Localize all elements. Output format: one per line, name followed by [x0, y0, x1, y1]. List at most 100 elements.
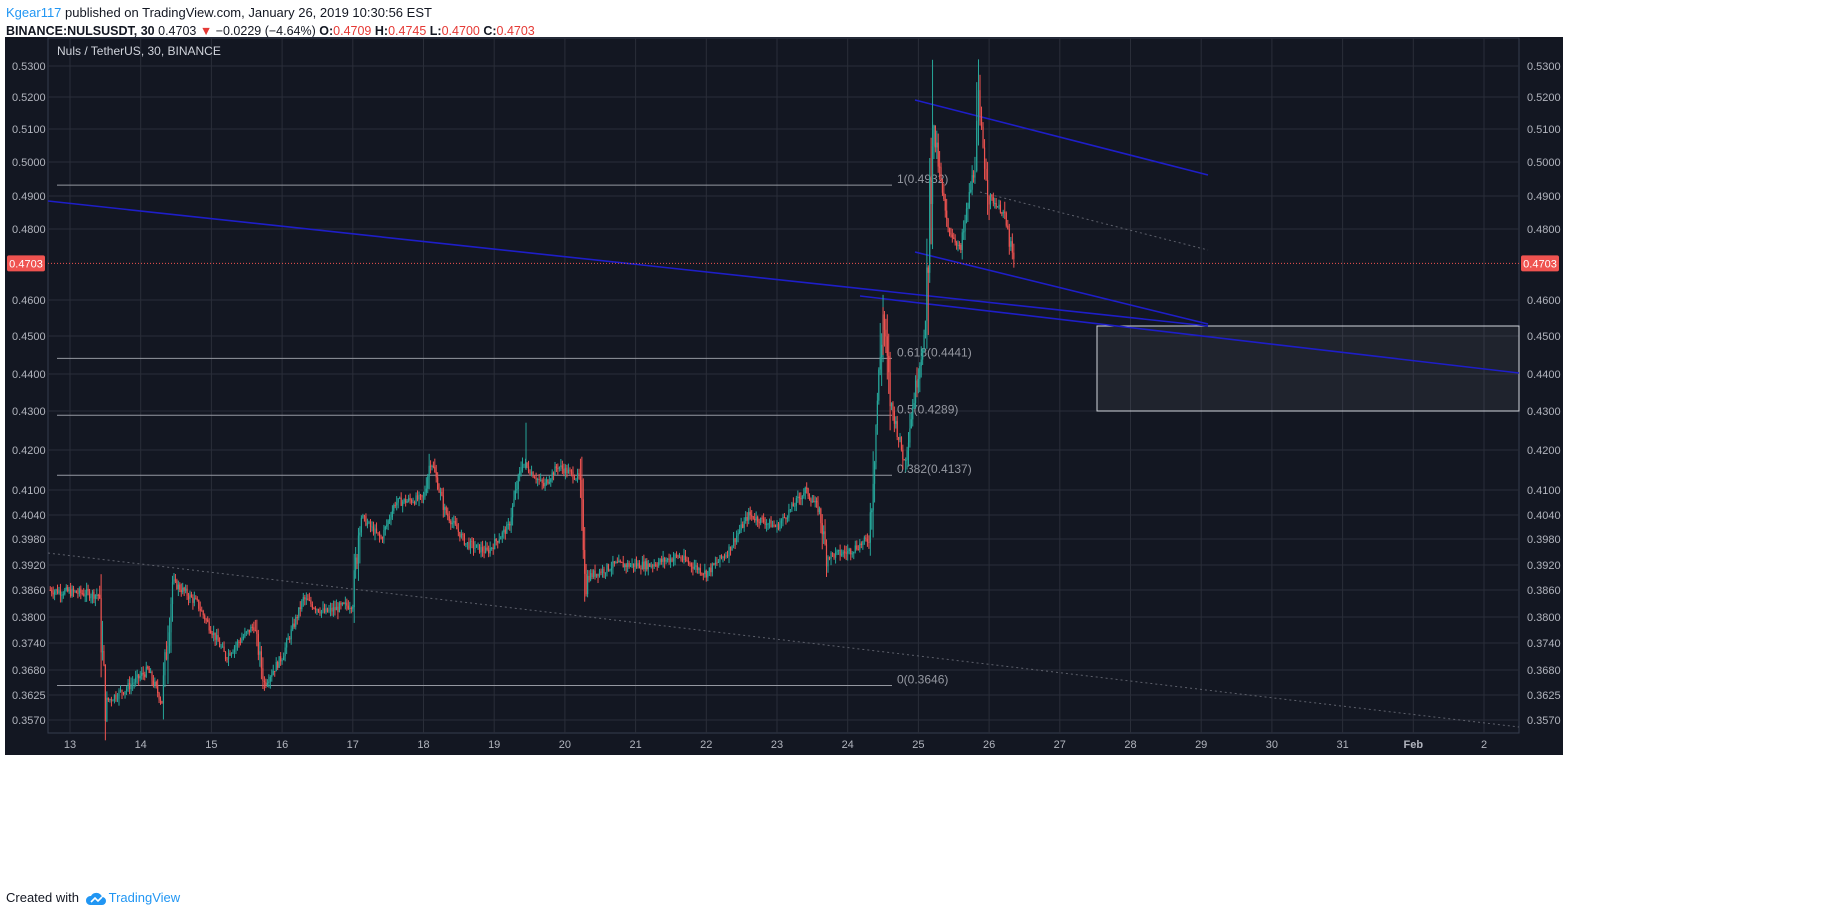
candle-body [885, 329, 887, 337]
candle-body [195, 598, 197, 600]
candle-body [1008, 228, 1010, 247]
candle-body [119, 690, 122, 692]
candle [702, 572, 704, 581]
author-link[interactable]: Kgear117 [6, 5, 62, 20]
candle-body [106, 697, 108, 721]
candle [541, 478, 543, 490]
fib-level-label: 0(0.3646) [897, 672, 948, 686]
candle [767, 522, 769, 530]
candle-body [675, 554, 678, 556]
candle [326, 607, 329, 613]
candle-body [664, 557, 666, 562]
candle-body [154, 682, 156, 686]
candle [974, 156, 976, 184]
candle [157, 679, 159, 698]
candle [907, 432, 910, 467]
candle [777, 522, 780, 531]
candle-body [68, 589, 70, 592]
candle-body [415, 495, 417, 504]
candle-body [365, 516, 367, 526]
candle-body [177, 584, 179, 589]
candle [357, 527, 360, 581]
candle [728, 544, 730, 564]
down-arrow-icon: ▼ [199, 24, 213, 38]
candle [266, 679, 268, 688]
candle-body [872, 483, 874, 511]
candle-body [808, 496, 811, 500]
candle [957, 240, 959, 252]
candle [445, 505, 447, 516]
candle [520, 461, 522, 477]
candle [885, 318, 887, 353]
candle [875, 424, 877, 470]
candle [582, 478, 584, 559]
candle-body [902, 449, 904, 460]
candle-body [495, 539, 497, 542]
candle [934, 125, 936, 153]
candle [147, 665, 149, 670]
candle-body [641, 561, 643, 570]
candle [110, 696, 113, 707]
candle [940, 162, 942, 183]
candle-body [251, 626, 253, 628]
candle [205, 617, 207, 624]
candle [474, 540, 476, 553]
candle-body [425, 488, 427, 493]
candle [457, 523, 459, 537]
candle-body [524, 462, 527, 464]
candle [90, 593, 92, 604]
candle [83, 588, 85, 597]
candle [1007, 219, 1009, 230]
candle [485, 540, 487, 554]
candle-body [612, 561, 614, 569]
candle-body [244, 632, 246, 637]
candle-body [311, 604, 313, 609]
candle [658, 557, 660, 568]
candle [346, 598, 348, 611]
candle [814, 496, 816, 508]
candle-body [967, 207, 969, 209]
candle-body [1013, 252, 1015, 259]
candle [416, 490, 419, 502]
candle-body [936, 142, 938, 148]
candle-body [851, 553, 853, 555]
candle-body [598, 571, 601, 577]
x-tick-label: 20 [559, 739, 571, 751]
candle [220, 643, 222, 650]
candle [789, 509, 791, 513]
candle-body [607, 564, 610, 571]
candle [705, 569, 707, 582]
candle [807, 487, 809, 500]
candle-body [332, 607, 335, 612]
candle-body [954, 238, 956, 243]
candle-body [957, 244, 959, 246]
candle [202, 609, 204, 619]
candle [752, 516, 754, 520]
candle [338, 601, 341, 613]
candle [495, 537, 497, 546]
candle [368, 520, 370, 525]
candle-body [216, 635, 218, 640]
candle [523, 463, 525, 469]
candle [866, 533, 868, 547]
candle-body [380, 536, 382, 539]
y-tick-label-left: 0.4100 [12, 485, 46, 497]
candle [999, 200, 1002, 214]
candle-body [457, 529, 459, 532]
candle [671, 557, 673, 563]
candle [941, 179, 944, 196]
candle-body [732, 538, 735, 546]
candle [295, 614, 297, 630]
tradingview-brand[interactable]: TradingView [108, 890, 181, 905]
candle-body [432, 465, 434, 467]
y-tick-label-right: 0.3920 [1527, 560, 1561, 572]
candle [955, 240, 958, 250]
candle [100, 574, 102, 678]
candle-body [917, 378, 919, 388]
candle [503, 525, 505, 539]
candle [381, 536, 384, 543]
candle-body [474, 547, 476, 549]
candle-body [658, 562, 660, 567]
candle-body [859, 543, 861, 550]
